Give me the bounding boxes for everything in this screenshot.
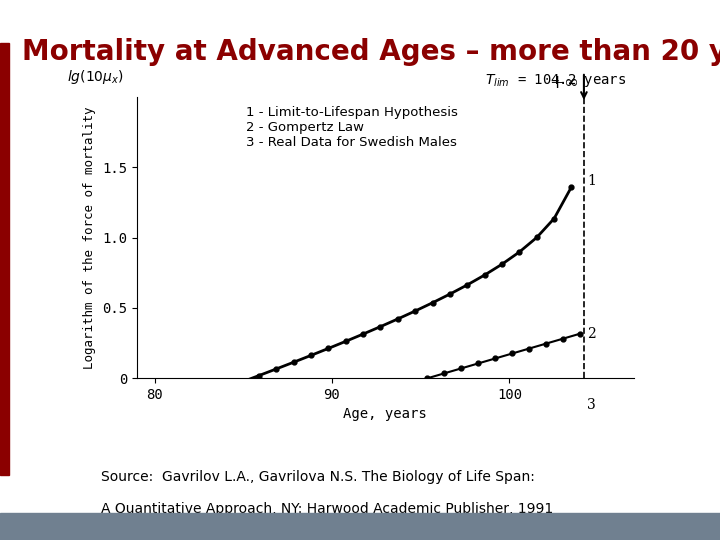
Text: +∞: +∞ bbox=[549, 74, 580, 92]
Text: 2: 2 bbox=[588, 327, 596, 341]
Text: Source:  Gavrilov L.A., Gavrilova N.S. The Biology of Life Span:: Source: Gavrilov L.A., Gavrilova N.S. Th… bbox=[101, 470, 535, 484]
X-axis label: Age, years: Age, years bbox=[343, 407, 427, 421]
Text: Mortality at Advanced Ages – more than 20 years ago: Mortality at Advanced Ages – more than 2… bbox=[22, 38, 720, 66]
Text: A Quantitative Approach, NY: Harwood Academic Publisher, 1991: A Quantitative Approach, NY: Harwood Aca… bbox=[101, 502, 553, 516]
Text: $T_{lim}$ = 104.2 years: $T_{lim}$ = 104.2 years bbox=[485, 72, 626, 89]
Text: 1 - Limit-to-Lifespan Hypothesis
2 - Gompertz Law
3 - Real Data for Swedish Male: 1 - Limit-to-Lifespan Hypothesis 2 - Gom… bbox=[246, 106, 458, 148]
Y-axis label: Logarithm of the force of mortality: Logarithm of the force of mortality bbox=[84, 106, 96, 369]
Text: $lg(10\mu_x)$: $lg(10\mu_x)$ bbox=[67, 68, 124, 86]
Text: 3: 3 bbox=[588, 397, 596, 411]
Text: 1: 1 bbox=[588, 174, 596, 188]
